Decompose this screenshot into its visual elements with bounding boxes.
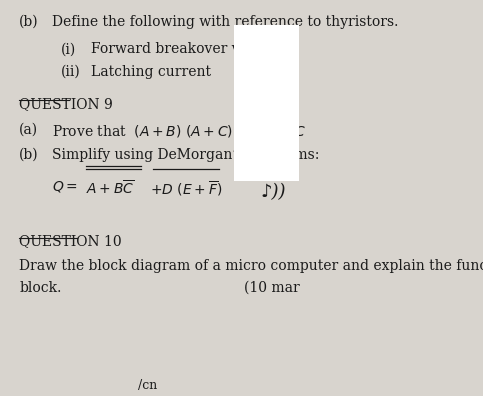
- Text: QUESTION 10: QUESTION 10: [19, 234, 122, 248]
- Text: Draw the block diagram of a micro computer and explain the function of ea: Draw the block diagram of a micro comput…: [19, 259, 483, 273]
- Text: /cn: /cn: [138, 379, 157, 392]
- Text: Define the following with reference to thyristors.: Define the following with reference to t…: [52, 15, 398, 29]
- Text: ♪)): ♪)): [261, 183, 286, 201]
- Text: QUESTION 9: QUESTION 9: [19, 97, 113, 111]
- Text: Simplify using DeMorgan’s theorems:: Simplify using DeMorgan’s theorems:: [52, 148, 319, 162]
- Text: (10 mar: (10 mar: [244, 281, 299, 295]
- Bar: [233, 25, 299, 181]
- Text: $+ D\ (E + \overline{F})$: $+ D\ (E + \overline{F})$: [150, 179, 222, 198]
- Text: block.: block.: [19, 281, 62, 295]
- Text: (i): (i): [61, 42, 76, 57]
- Text: (b): (b): [19, 148, 39, 162]
- Text: Forward breakover voltage.: Forward breakover voltage.: [91, 42, 287, 57]
- Text: $A + B\overline{C}$: $A + B\overline{C}$: [86, 179, 135, 198]
- Text: Prove that  $(A + B)$ $(A + C)$  $= A + BC$: Prove that $(A + B)$ $(A + C)$ $= A + BC…: [52, 123, 306, 139]
- Text: (ii): (ii): [61, 65, 81, 79]
- Text: (a): (a): [19, 123, 38, 137]
- Text: Latching current: Latching current: [91, 65, 211, 79]
- Text: (b): (b): [19, 15, 39, 29]
- Text: $Q = $: $Q = $: [52, 179, 78, 194]
